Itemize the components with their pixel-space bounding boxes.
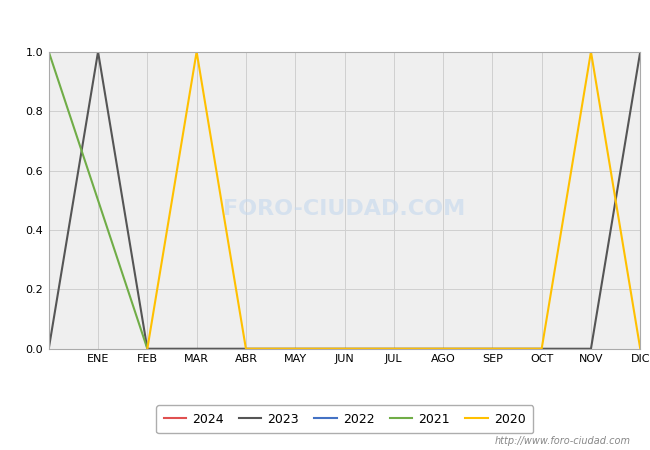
Text: FORO-CIUDAD.COM: FORO-CIUDAD.COM <box>224 199 465 219</box>
Text: Matriculaciones de Vehiculos en Tolocirio: Matriculaciones de Vehiculos en Tolociri… <box>140 14 510 33</box>
Text: http://www.foro-ciudad.com: http://www.foro-ciudad.com <box>495 436 630 446</box>
Legend: 2024, 2023, 2022, 2021, 2020: 2024, 2023, 2022, 2021, 2020 <box>156 405 533 433</box>
